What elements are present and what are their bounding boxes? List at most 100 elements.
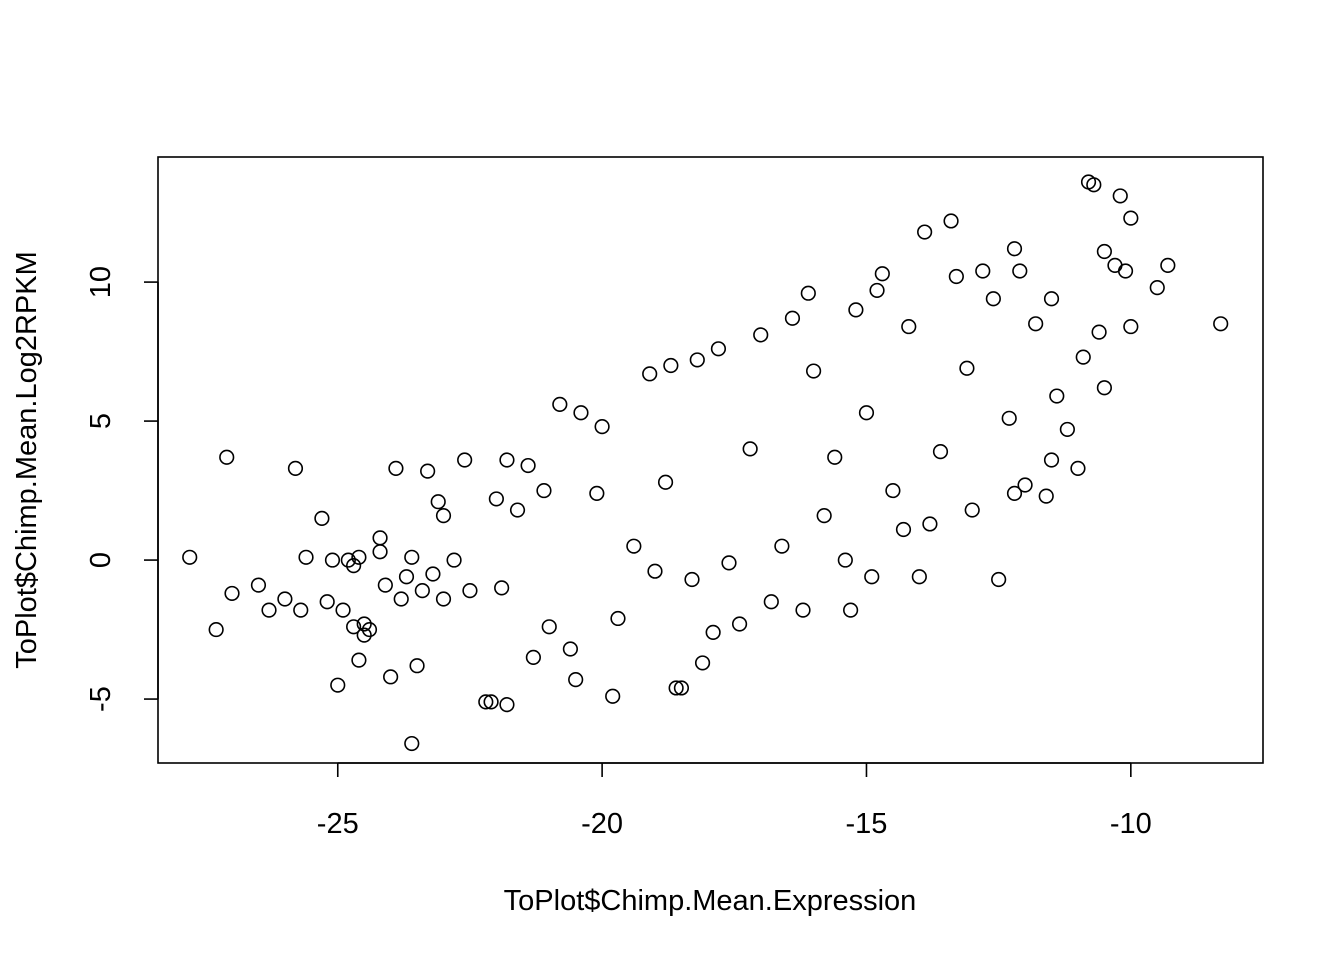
data-point <box>689 352 705 368</box>
data-point <box>488 491 504 507</box>
data-point <box>435 591 452 607</box>
data-point <box>837 552 853 568</box>
data-point <box>298 549 314 565</box>
data-point <box>1049 388 1065 404</box>
data-point <box>657 474 674 490</box>
data-point <box>409 658 425 674</box>
data-point <box>393 591 409 607</box>
points-layer <box>182 174 1229 752</box>
data-point <box>536 482 552 499</box>
data-point <box>562 641 578 657</box>
data-point <box>414 583 430 599</box>
y-axis: -5 0 5 10 <box>85 266 159 712</box>
data-point <box>261 602 277 618</box>
data-point <box>525 649 541 665</box>
y-tick-label: 10 <box>85 266 117 298</box>
data-point <box>922 516 938 532</box>
data-point <box>430 494 446 510</box>
x-tick-label: -20 <box>581 808 623 840</box>
y-axis-label: ToPlot$Chimp.Mean.Log2RPKM <box>11 251 43 668</box>
data-point <box>568 672 584 688</box>
data-point <box>721 555 737 571</box>
data-point <box>610 610 626 627</box>
data-point <box>1091 324 1107 340</box>
data-point <box>805 363 822 379</box>
data-point <box>975 263 991 279</box>
data-point <box>494 580 510 596</box>
data-point <box>684 571 700 588</box>
data-point <box>1028 316 1044 332</box>
data-point <box>398 569 415 585</box>
data-point <box>1043 452 1060 468</box>
data-point <box>943 213 959 229</box>
data-point <box>742 441 758 457</box>
data-point <box>694 655 711 671</box>
data-point <box>293 602 309 618</box>
data-point <box>911 569 927 585</box>
data-point <box>1070 460 1086 476</box>
data-point <box>383 669 399 685</box>
data-point <box>731 616 748 632</box>
data-point <box>858 405 875 421</box>
data-point <box>753 327 769 343</box>
data-point <box>319 594 335 610</box>
data-point <box>663 357 679 374</box>
data-point <box>1213 316 1229 332</box>
data-point <box>404 735 420 752</box>
data-point <box>446 552 462 568</box>
data-point <box>642 366 658 382</box>
data-point <box>435 507 452 524</box>
data-point <box>1038 488 1054 504</box>
data-point <box>874 266 890 282</box>
data-point <box>959 360 975 376</box>
data-point <box>948 268 964 285</box>
data-point <box>425 566 441 582</box>
data-point <box>1012 263 1028 279</box>
y-tick-label: -5 <box>85 686 117 712</box>
data-point <box>827 449 843 465</box>
data-point <box>499 697 515 713</box>
data-point <box>541 619 557 635</box>
x-axis-label: ToPlot$Chimp.Mean.Expression <box>504 885 917 917</box>
data-point <box>314 510 330 526</box>
data-point <box>250 577 267 593</box>
data-point <box>335 602 351 618</box>
data-point <box>462 583 478 599</box>
data-point <box>1096 243 1112 260</box>
data-point <box>843 602 859 618</box>
data-point <box>277 591 293 607</box>
data-point <box>346 558 362 574</box>
x-tick-label: -15 <box>846 808 888 840</box>
data-point <box>705 624 721 640</box>
data-point <box>520 457 536 474</box>
data-point <box>324 552 341 568</box>
data-point <box>594 419 610 435</box>
data-point <box>330 677 346 693</box>
data-point <box>377 577 393 593</box>
data-point <box>1096 380 1112 396</box>
data-point <box>784 310 801 326</box>
data-point <box>964 502 980 518</box>
data-point <box>356 616 372 632</box>
data-point <box>763 594 779 610</box>
data-point <box>1112 188 1128 204</box>
data-point <box>1160 257 1176 274</box>
data-point <box>800 285 816 301</box>
data-point <box>991 571 1007 588</box>
data-point <box>1001 410 1017 426</box>
data-point <box>932 444 949 460</box>
data-point <box>552 396 568 413</box>
data-point <box>351 549 367 565</box>
data-point <box>1123 318 1139 335</box>
data-point <box>673 680 690 696</box>
data-point <box>388 460 404 476</box>
data-point <box>404 549 420 565</box>
data-point <box>795 602 811 618</box>
data-point <box>885 482 901 499</box>
data-point <box>1117 263 1134 279</box>
y-tick-label: 0 <box>85 552 117 568</box>
data-point <box>626 538 642 554</box>
data-point <box>483 694 499 710</box>
data-point <box>457 452 473 468</box>
